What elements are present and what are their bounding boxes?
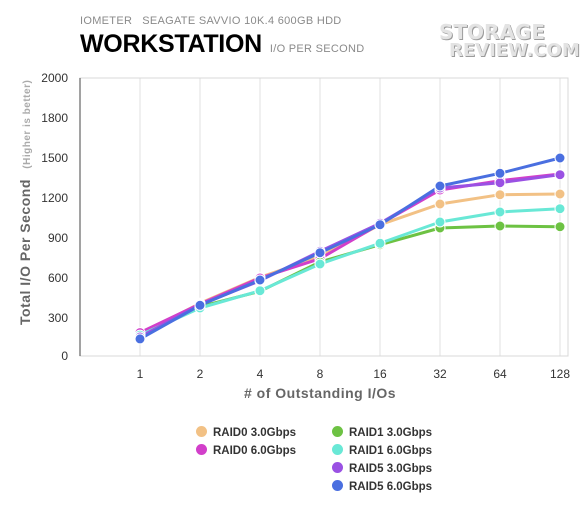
y-tick-label: 900 xyxy=(48,231,68,245)
data-point xyxy=(554,203,566,215)
title-row: WORKSTATION I/O PER SECOND xyxy=(80,30,365,59)
x-tick-label: 32 xyxy=(433,367,447,381)
legend-item: RAID1 6.0Gbps xyxy=(332,444,432,457)
legend-item: RAID1 3.0Gbps xyxy=(332,426,432,439)
data-point xyxy=(494,220,506,232)
chart-title: WORKSTATION xyxy=(80,30,262,58)
data-point xyxy=(194,299,206,311)
series-line xyxy=(139,156,561,341)
data-point xyxy=(134,333,146,345)
data-point xyxy=(314,247,326,259)
legend-label: RAID5 6.0Gbps xyxy=(349,481,433,493)
legend-label: RAID5 3.0Gbps xyxy=(349,463,433,475)
data-point xyxy=(434,216,446,228)
device-name: SEAGATE SAVVIO 10K.4 600GB HDD xyxy=(142,15,342,27)
y-tick-label: 1800 xyxy=(41,111,68,125)
legend-marker xyxy=(332,426,343,437)
data-point xyxy=(554,221,566,233)
plot-frame xyxy=(79,77,569,357)
y-tick-label: 0 xyxy=(61,349,68,363)
x-axis-title: # of Outstanding I/Os xyxy=(244,385,396,401)
chart-header-meta: IOMETER SEAGATE SAVVIO 10K.4 600GB HDD xyxy=(80,15,342,27)
legend-marker xyxy=(196,444,207,455)
legend-label: RAID1 6.0Gbps xyxy=(349,445,433,457)
y-tick-label: 1200 xyxy=(41,191,68,205)
storagereview-logo: STORAGE REVIEW.COM xyxy=(437,20,580,64)
data-point xyxy=(554,188,566,200)
tool-name: IOMETER xyxy=(80,15,133,27)
y-axis-title: Total I/O Per Second (Higher is better) xyxy=(17,80,33,325)
legend-marker xyxy=(332,480,343,491)
data-point xyxy=(254,285,266,297)
legend-label: RAID1 3.0Gbps xyxy=(349,427,433,439)
legend-item: RAID0 3.0Gbps xyxy=(196,426,296,439)
logo-line-1: STORAGE xyxy=(439,20,546,44)
data-point xyxy=(254,274,266,286)
data-point xyxy=(434,180,446,192)
data-point xyxy=(434,198,446,210)
data-point xyxy=(554,152,566,164)
legend-item: RAID5 3.0Gbps xyxy=(332,462,432,475)
legend-item: RAID5 6.0Gbps xyxy=(332,480,432,493)
x-tick-label: 16 xyxy=(373,367,387,381)
data-point xyxy=(494,189,506,201)
series-line xyxy=(139,207,561,337)
legend-label: RAID0 6.0Gbps xyxy=(213,445,297,457)
legend-item: RAID0 6.0Gbps xyxy=(196,444,296,457)
data-point xyxy=(554,169,566,181)
x-tick-label: 64 xyxy=(493,367,507,381)
logo-line-2: REVIEW.COM xyxy=(449,40,580,61)
data-point xyxy=(374,219,386,231)
x-tick-label: 8 xyxy=(317,367,324,381)
x-tick-label: 4 xyxy=(257,367,264,381)
y-tick-label: 600 xyxy=(48,271,68,285)
data-point xyxy=(494,167,506,179)
y-tick-label: 2000 xyxy=(41,71,68,85)
y-tick-label: 300 xyxy=(48,311,68,325)
x-tick-label: 128 xyxy=(550,367,570,381)
y-tick-label: 1500 xyxy=(41,151,68,165)
legend-marker xyxy=(332,444,343,455)
chart-legend: RAID0 3.0Gbps RAID0 6.0Gbps RAID1 3.0Gbps R… xyxy=(196,426,496,506)
y-axis-note: (Higher is better) xyxy=(22,80,33,169)
legend-label: RAID0 3.0Gbps xyxy=(213,427,297,439)
data-point xyxy=(494,177,506,189)
legend-marker xyxy=(196,426,207,437)
x-tick-label: 2 xyxy=(197,367,204,381)
data-point xyxy=(314,258,326,270)
legend-marker xyxy=(332,462,343,473)
data-point xyxy=(494,206,506,218)
x-tick-label: 1 xyxy=(137,367,144,381)
data-point xyxy=(374,237,386,249)
chart-subtitle: I/O PER SECOND xyxy=(269,43,365,55)
